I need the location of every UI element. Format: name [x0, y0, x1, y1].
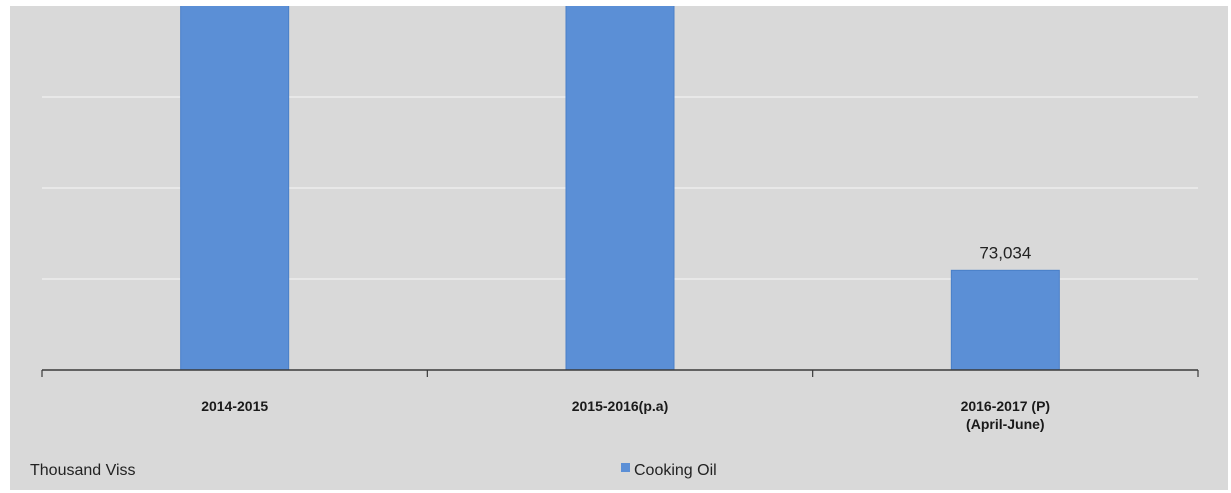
bars	[180, 6, 1060, 371]
bar-chart: 497,049507,70973,034 2014-2015 2015-2016(…	[30, 6, 1199, 479]
legend-label-cooking-oil: Cooking Oil	[634, 462, 717, 479]
data-label: 73,034	[979, 243, 1031, 262]
x-tick-label: (April-June)	[966, 416, 1045, 432]
x-tick-label: 2016-2017 (P)	[961, 398, 1051, 414]
x-tick-label: 2014-2015	[201, 398, 268, 414]
x-tick-label: 2015-2016(p.a)	[572, 398, 669, 414]
x-axis	[41, 369, 1199, 377]
data-labels: 497,049507,70973,034	[979, 243, 1031, 262]
bar	[950, 269, 1060, 371]
x-tick-labels: 2014-2015 2015-2016(p.a) 2016-2017 (P) (Apr…	[201, 398, 1050, 432]
legend-swatch-cooking-oil	[621, 463, 630, 472]
legend: Cooking Oil	[621, 462, 717, 479]
bar	[565, 6, 675, 371]
unit-label: Thousand Viss	[30, 462, 136, 479]
chart-frame: 497,049507,70973,034 2014-2015 2015-2016(…	[10, 6, 1228, 490]
bar	[180, 6, 290, 371]
